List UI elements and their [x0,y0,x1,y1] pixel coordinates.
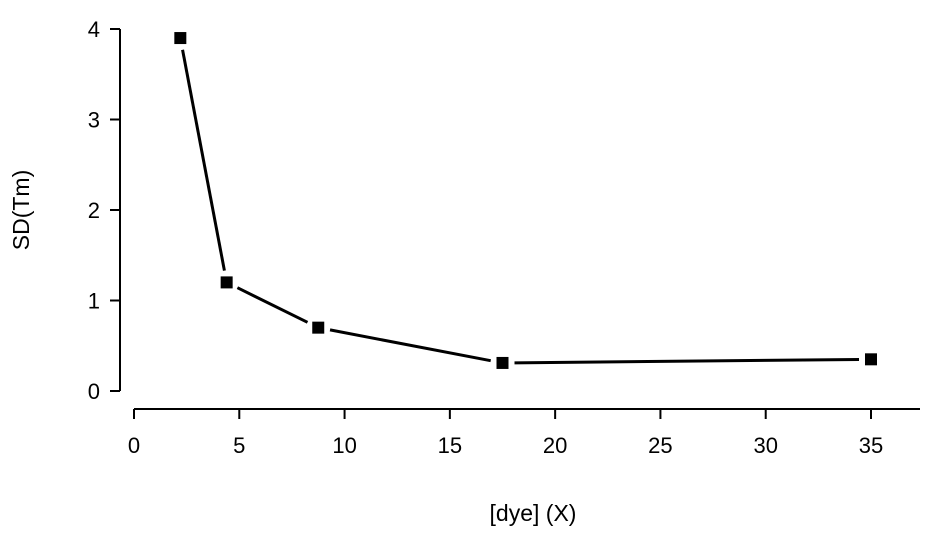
x-tick-label-30: 30 [753,433,777,458]
y-tick-label-2: 2 [88,198,100,223]
y-tick-label-4: 4 [88,17,100,42]
x-tick-label-35: 35 [859,433,883,458]
y-tick-label-3: 3 [88,108,100,133]
series-0-segment-3 [514,357,860,365]
series-lines [181,49,860,365]
x-tick-label-5: 5 [233,433,245,458]
x-tick-label-20: 20 [543,433,567,458]
series-0-segment-2 [329,328,491,363]
x-axis-title: [dye] (X) [490,500,577,526]
series-0-segment-0 [181,49,226,271]
x-tick-label-10: 10 [332,433,356,458]
series-0-point-0 [174,32,187,45]
x-tick-label-25: 25 [648,433,672,458]
x-tick-label-15: 15 [438,433,462,458]
series-markers [174,32,877,369]
series-0-point-1 [220,276,233,289]
series-0-point-2 [312,321,325,334]
y-axis-title: SD(Tm) [8,170,34,250]
y-tick-label-0: 0 [88,379,100,404]
axes: 0 5 10 15 20 25 30 35 0 1 2 3 4 [88,17,920,458]
series-0-point-3 [496,356,509,369]
series-0-segment-1 [236,286,309,324]
y-tick-label-1: 1 [88,289,100,314]
series-0-point-4 [865,353,877,366]
x-tick-label-0: 0 [128,433,140,458]
